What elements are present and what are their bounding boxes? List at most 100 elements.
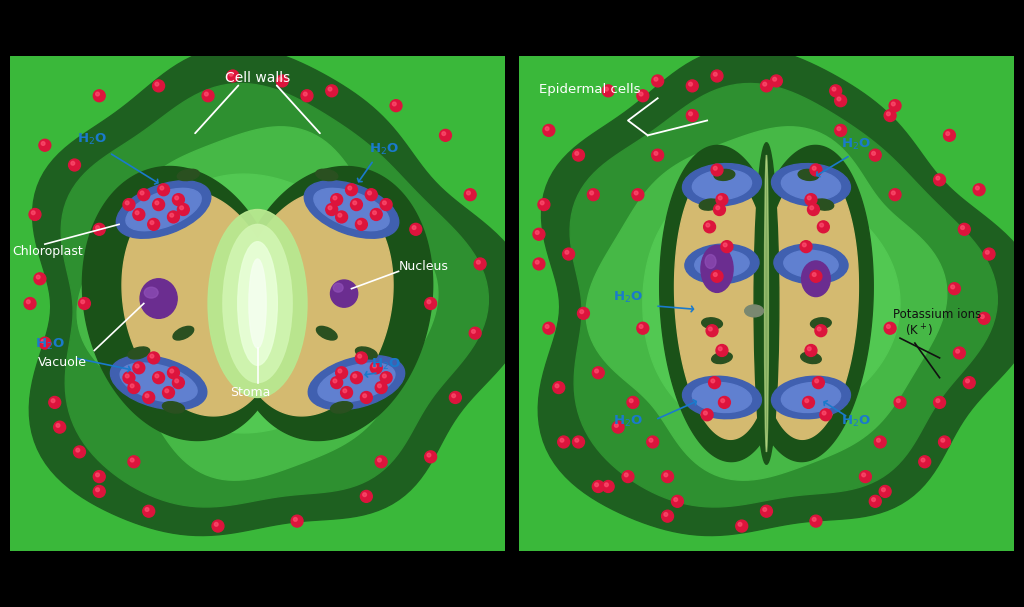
Circle shape [368, 191, 372, 195]
Circle shape [578, 308, 590, 319]
Ellipse shape [682, 376, 762, 419]
Circle shape [147, 352, 160, 364]
Circle shape [686, 80, 698, 92]
Circle shape [357, 354, 361, 358]
Circle shape [467, 191, 470, 195]
Circle shape [133, 209, 144, 220]
Circle shape [812, 273, 816, 276]
Circle shape [563, 248, 574, 260]
Text: Stoma: Stoma [230, 386, 270, 399]
Text: H$_2$O: H$_2$O [613, 290, 643, 305]
Text: H$_2$O: H$_2$O [841, 137, 870, 152]
Circle shape [654, 152, 657, 155]
Circle shape [425, 297, 436, 310]
Circle shape [427, 300, 431, 304]
Ellipse shape [706, 254, 716, 268]
Circle shape [366, 189, 377, 201]
Circle shape [770, 75, 782, 87]
Circle shape [350, 198, 362, 211]
Circle shape [560, 438, 564, 442]
Circle shape [95, 92, 99, 96]
Circle shape [736, 520, 748, 532]
Circle shape [130, 384, 134, 388]
Circle shape [592, 367, 604, 379]
Ellipse shape [771, 376, 851, 419]
Circle shape [534, 258, 545, 270]
Circle shape [714, 72, 717, 76]
Text: H$_2$O: H$_2$O [372, 357, 401, 372]
Circle shape [632, 189, 644, 201]
Polygon shape [236, 191, 393, 416]
Circle shape [800, 241, 812, 253]
Circle shape [279, 77, 283, 81]
Polygon shape [61, 84, 488, 507]
Circle shape [81, 300, 85, 304]
Circle shape [703, 411, 708, 415]
Circle shape [371, 209, 382, 220]
Circle shape [380, 198, 392, 211]
Circle shape [572, 149, 585, 161]
Circle shape [76, 448, 80, 452]
Circle shape [390, 100, 402, 112]
Circle shape [555, 384, 559, 388]
Circle shape [808, 203, 819, 215]
Ellipse shape [781, 382, 841, 413]
Circle shape [93, 470, 105, 483]
Circle shape [464, 189, 476, 201]
Ellipse shape [331, 402, 352, 413]
Text: (K$^+$): (K$^+$) [905, 323, 934, 339]
Circle shape [172, 194, 184, 206]
Circle shape [170, 213, 174, 217]
Text: H$_2$O: H$_2$O [35, 337, 66, 352]
Circle shape [874, 436, 886, 448]
Circle shape [943, 129, 955, 141]
Circle shape [168, 211, 179, 223]
Circle shape [338, 369, 342, 373]
Circle shape [172, 377, 184, 388]
Circle shape [410, 223, 422, 236]
Circle shape [49, 396, 60, 409]
Polygon shape [122, 191, 280, 416]
Circle shape [155, 201, 159, 205]
Ellipse shape [685, 244, 759, 284]
Circle shape [812, 166, 816, 170]
Circle shape [541, 201, 544, 205]
Text: H$_2$O: H$_2$O [613, 414, 643, 429]
Circle shape [229, 72, 232, 76]
Ellipse shape [144, 287, 158, 298]
Circle shape [39, 139, 51, 151]
Circle shape [810, 206, 814, 209]
Circle shape [835, 124, 847, 137]
Circle shape [639, 325, 643, 328]
Circle shape [165, 389, 169, 393]
Circle shape [538, 198, 550, 211]
Polygon shape [659, 146, 790, 461]
Ellipse shape [177, 169, 200, 181]
Ellipse shape [355, 347, 377, 359]
Circle shape [922, 458, 925, 462]
Circle shape [378, 458, 381, 462]
Ellipse shape [120, 363, 197, 402]
Circle shape [955, 350, 959, 353]
Circle shape [941, 438, 945, 442]
Circle shape [333, 196, 337, 200]
Circle shape [936, 399, 940, 402]
Polygon shape [30, 47, 530, 535]
Ellipse shape [699, 199, 720, 210]
Polygon shape [230, 166, 433, 441]
Circle shape [138, 189, 150, 201]
Circle shape [869, 495, 882, 507]
Circle shape [439, 129, 452, 141]
Circle shape [380, 371, 392, 384]
Circle shape [884, 110, 896, 121]
Circle shape [536, 260, 539, 264]
Circle shape [651, 149, 664, 161]
Circle shape [553, 382, 564, 393]
Ellipse shape [712, 352, 732, 364]
Circle shape [93, 223, 105, 236]
Circle shape [336, 211, 347, 223]
Ellipse shape [774, 244, 848, 284]
Ellipse shape [694, 250, 750, 277]
Circle shape [353, 201, 356, 205]
Circle shape [168, 367, 179, 379]
